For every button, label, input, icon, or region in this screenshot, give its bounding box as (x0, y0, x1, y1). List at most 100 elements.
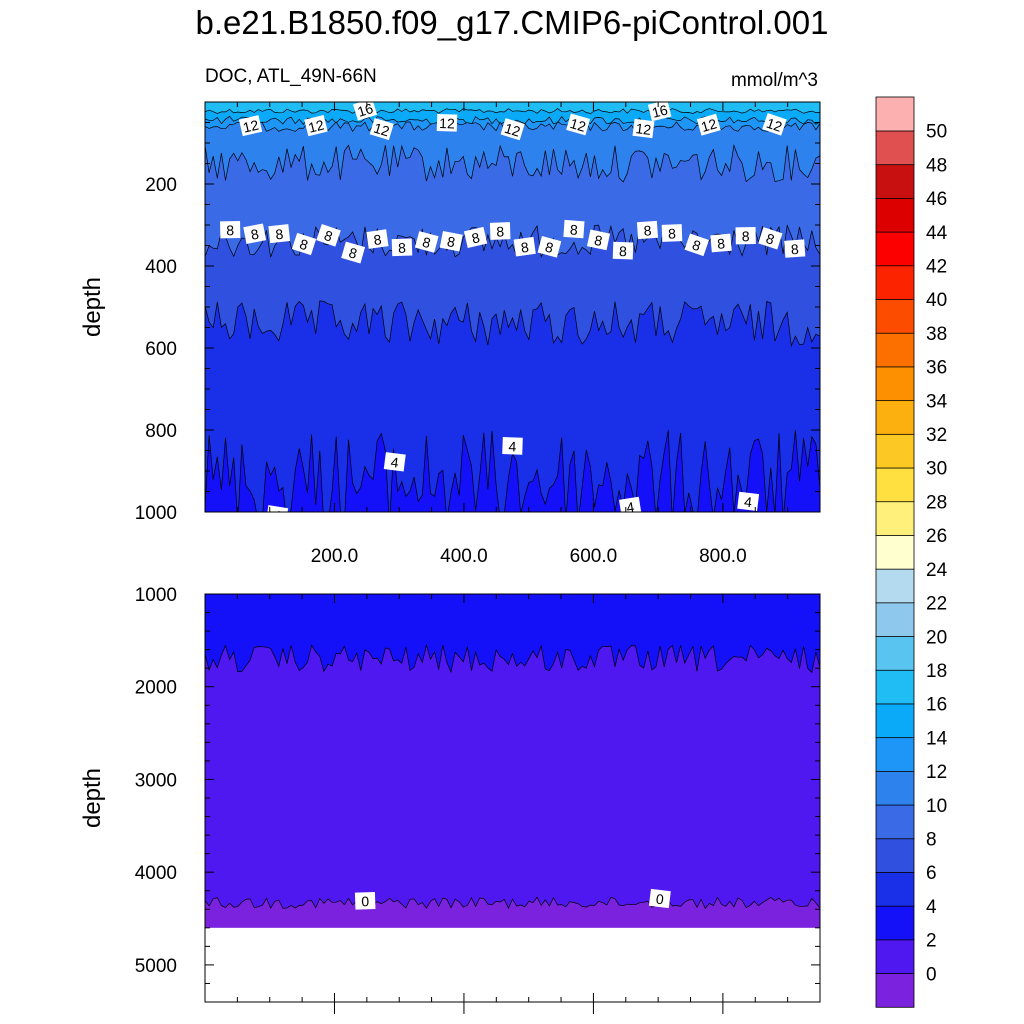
y-tick-label: 1000 (135, 585, 177, 606)
colorbar-box (875, 703, 915, 739)
colorbar-label: 18 (926, 661, 947, 682)
svg-text:8: 8 (226, 222, 234, 238)
svg-text:8: 8 (742, 228, 750, 244)
contour-label: 4 (383, 452, 406, 472)
svg-text:8: 8 (249, 226, 260, 243)
contour-label: 4 (737, 491, 760, 512)
colorbar-box (875, 669, 915, 705)
missing-data-region (205, 927, 820, 1002)
colorbar-label: 16 (926, 695, 947, 716)
svg-text:12: 12 (699, 115, 719, 135)
colorbar-label: 26 (926, 526, 947, 547)
contour-label: 12 (696, 113, 721, 136)
svg-text:4: 4 (390, 454, 400, 471)
colorbar-box (875, 130, 915, 166)
svg-text:8: 8 (717, 235, 726, 252)
colorbar-label: 44 (926, 223, 948, 244)
y-tick-label: 4000 (135, 863, 177, 884)
svg-text:12: 12 (635, 120, 653, 138)
colorbar-label: 48 (926, 155, 947, 176)
contour-label: 8 (513, 236, 536, 257)
svg-text:4: 4 (272, 507, 282, 524)
contour-label: 4 (502, 437, 523, 455)
contour-label: 8 (414, 231, 439, 253)
colorbar-box (875, 534, 915, 570)
contour-label: 12 (238, 115, 263, 137)
colorbar-label: 22 (926, 594, 947, 615)
y-tick-label: 400 (145, 257, 177, 278)
colorbar-box (875, 265, 915, 300)
svg-text:8: 8 (421, 234, 433, 252)
contour-label: 8 (684, 233, 709, 257)
variable-label: DOC, ATL_49N-66N (205, 66, 377, 87)
contour-label: 12 (304, 114, 328, 137)
colorbar-label: 20 (926, 627, 947, 648)
contour-label: 8 (784, 239, 806, 258)
colorbar-label: 30 (926, 459, 947, 480)
contour-label: 8 (291, 232, 317, 256)
colorbar-label: 46 (926, 189, 947, 210)
colorbar-label: 50 (926, 122, 947, 143)
colorbar-box (875, 635, 915, 671)
svg-text:8: 8 (275, 226, 285, 243)
colorbar-box (875, 501, 915, 536)
colorbar-label: 6 (926, 863, 937, 884)
contour-label: 8 (636, 220, 659, 240)
svg-text:12: 12 (241, 117, 260, 136)
colorbar-label: 38 (926, 324, 947, 345)
y-tick-label: 800 (145, 421, 177, 442)
chart-title: b.e21.B1850.f09_g17.CMIP6-piControl.001 (195, 4, 829, 41)
contour-line-10 (205, 144, 820, 183)
svg-text:8: 8 (373, 231, 383, 248)
colorbar-label: 24 (926, 560, 948, 581)
colorbar-box (875, 467, 915, 503)
colorbar-label: 32 (926, 425, 947, 446)
contour-band-4 (205, 430, 820, 512)
colorbar-label: 0 (926, 964, 937, 985)
svg-text:8: 8 (496, 223, 505, 239)
contour-label: 12 (436, 113, 458, 132)
svg-text:12: 12 (503, 120, 523, 140)
colorbar-label: 28 (926, 492, 947, 513)
svg-text:12: 12 (372, 120, 392, 140)
contour-label: 4 (265, 505, 289, 524)
contour-label: 8 (391, 238, 413, 257)
contour-label: 12 (500, 118, 525, 141)
contour-label: 8 (463, 226, 488, 248)
colorbar-label: 14 (926, 728, 948, 749)
colorbar-box (875, 568, 915, 604)
svg-text:8: 8 (398, 240, 407, 256)
colorbar-box (875, 905, 915, 941)
contour-line-2 (205, 643, 820, 674)
y-tick-label: 5000 (135, 956, 177, 977)
colorbar-box (875, 231, 915, 267)
colorbar-label: 8 (926, 829, 937, 850)
contour-label: 8 (661, 224, 683, 242)
contour-label: 8 (489, 222, 511, 240)
contour-label: 8 (341, 241, 366, 264)
colorbar-box (875, 736, 915, 772)
svg-text:8: 8 (470, 229, 481, 246)
colorbar-box (875, 298, 915, 334)
colorbar-box (875, 770, 915, 806)
contour-label: 8 (563, 219, 585, 239)
svg-text:16: 16 (355, 100, 375, 120)
contour-label: 8 (537, 236, 562, 258)
colorbar-label: 10 (926, 796, 947, 817)
colorbar-label: 34 (926, 391, 948, 412)
colorbar-box (875, 399, 915, 435)
contour-label: 8 (268, 224, 291, 244)
svg-text:4: 4 (743, 493, 753, 510)
colorbar-label: 12 (926, 762, 947, 783)
colorbar-label: 42 (926, 257, 947, 278)
svg-text:8: 8 (668, 225, 677, 241)
contour-label: 16 (647, 102, 672, 122)
contour-label: 12 (762, 113, 787, 136)
colorbar-box (875, 871, 915, 907)
contour-label: 0 (648, 888, 671, 909)
colorbar-box (875, 972, 915, 1008)
x-tick-label: 600.0 (570, 546, 618, 567)
svg-text:12: 12 (764, 115, 784, 135)
